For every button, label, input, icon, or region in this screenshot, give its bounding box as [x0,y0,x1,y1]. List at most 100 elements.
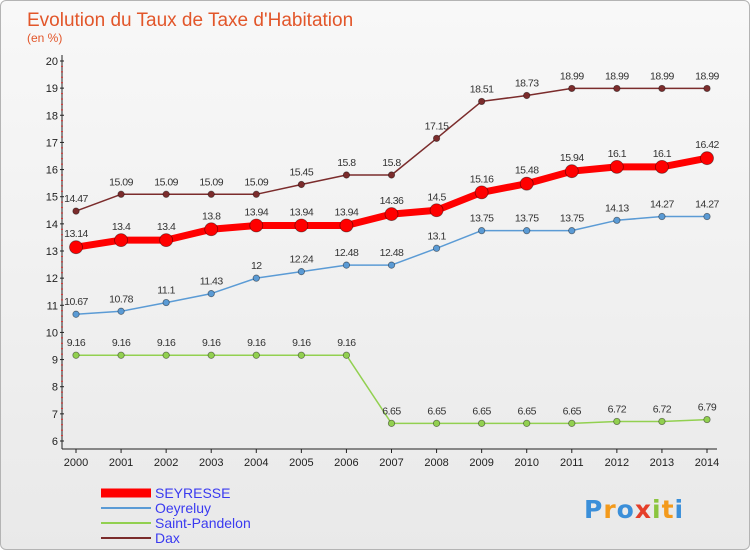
x-tick-label: 2005 [289,457,313,469]
data-label-saint-pandelon: 9.16 [202,337,221,349]
point-dax [613,84,621,93]
point-dax [117,190,125,198]
point-oeyreluy [613,216,621,224]
data-label-saint-pandelon: 6.65 [427,405,446,417]
data-label-seyresse: 13.94 [289,206,313,218]
point-dax [207,190,215,198]
x-tick-label: 2011 [560,457,584,469]
y-tick-label: 9 [52,355,58,367]
point-dax [387,171,396,179]
point-oeyreluy [432,244,441,252]
point-dax [568,84,576,93]
point-saint-pandelon [523,419,531,427]
data-label-dax: 17.15 [425,120,449,132]
point-oeyreluy [72,310,80,318]
data-label-dax: 15.8 [337,157,356,169]
data-labels: 14.47 15.09 15.09 15.09 15.09 15.45 15.8 15.8 17… [64,70,720,417]
x-tick-label: 2013 [650,457,674,469]
data-label-oeyreluy: 14.27 [650,199,674,211]
x-tick-label: 2001 [109,457,133,469]
x-tick-label: 2004 [244,457,268,469]
point-oeyreluy [297,268,305,276]
legend-label-seyresse: SEYRESSE [155,485,230,501]
y-tick-label: 12 [46,273,58,285]
x-tick-label: 2010 [514,457,538,469]
point-saint-pandelon [162,351,170,359]
legend-label-dax: Dax [155,530,180,546]
data-label-seyresse: 13.94 [244,206,268,218]
data-label-seyresse: 16.42 [695,139,719,151]
data-label-saint-pandelon: 6.79 [698,402,717,414]
point-seyresse [204,222,219,237]
data-label-oeyreluy: 12.24 [289,254,313,266]
data-label-oeyreluy: 13.75 [470,213,494,225]
data-label-dax: 15.09 [154,176,178,188]
point-saint-pandelon [613,417,621,426]
data-label-saint-pandelon: 6.72 [608,403,627,415]
data-label-saint-pandelon: 9.16 [247,337,266,349]
data-label-oeyreluy: 12.48 [335,247,359,259]
data-label-saint-pandelon: 9.16 [67,337,86,349]
point-saint-pandelon [387,419,396,427]
point-oeyreluy [117,307,125,315]
y-tick-label: 6 [52,436,58,448]
data-label-oeyreluy: 13.1 [427,230,446,242]
data-label-saint-pandelon: 9.16 [292,337,311,349]
data-label-seyresse: 15.94 [560,152,584,164]
data-label-saint-pandelon: 6.65 [563,405,582,417]
data-label-dax: 15.45 [289,167,313,179]
point-dax [432,134,441,142]
point-oeyreluy [523,227,531,235]
data-label-oeyreluy: 10.67 [64,296,88,308]
point-saint-pandelon [252,351,260,359]
y-tick-label: 14 [46,219,58,231]
point-seyresse [384,207,399,221]
data-label-dax: 18.99 [650,70,674,82]
point-saint-pandelon [703,415,711,424]
x-tick-label: 2006 [334,457,358,469]
data-label-dax: 18.99 [605,70,629,82]
point-saint-pandelon [658,417,666,426]
y-tick-label: 19 [46,83,58,95]
data-label-seyresse: 16.1 [608,148,627,160]
y-tick-label: 11 [47,300,58,312]
y-tick-label: 16 [46,165,58,177]
x-tick-label: 2002 [154,457,178,469]
x-tick-label: 2007 [379,457,403,469]
data-label-seyresse: 13.94 [335,206,359,218]
chart-title: Evolution du Taux de Taxe d'Habitation [27,10,353,31]
x-tick-label: 2000 [64,457,88,469]
data-label-oeyreluy: 11.1 [157,285,175,297]
x-tick-label: 2009 [469,457,493,469]
y-tick-label: 7 [52,409,58,421]
data-label-dax: 15.09 [199,176,223,188]
data-label-seyresse: 13.4 [112,221,131,233]
data-label-seyresse: 13.4 [157,221,176,233]
point-seyresse [159,233,174,248]
point-saint-pandelon [342,351,351,359]
data-label-dax: 15.09 [244,176,268,188]
y-tick-label: 18 [46,110,58,122]
point-oeyreluy [387,261,396,269]
point-seyresse [69,240,83,255]
point-oeyreluy [207,290,215,298]
point-seyresse [339,218,354,233]
data-label-oeyreluy: 14.13 [605,202,629,214]
data-label-saint-pandelon: 6.65 [382,405,401,417]
data-label-oeyreluy: 12 [251,260,262,272]
data-label-saint-pandelon: 6.72 [653,403,672,415]
svg-text:Proxiti: Proxiti [584,495,684,524]
legend-label-oeyreluy: Oeyreluy [155,500,211,516]
point-saint-pandelon [207,351,215,359]
point-seyresse [519,176,534,191]
data-label-oeyreluy: 14.27 [695,199,719,211]
data-label-seyresse: 15.16 [470,173,494,185]
point-seyresse [655,159,669,174]
point-seyresse [429,203,444,218]
point-seyresse [114,233,128,248]
data-label-dax: 18.99 [560,70,584,82]
x-tick-label: 2008 [424,457,448,469]
